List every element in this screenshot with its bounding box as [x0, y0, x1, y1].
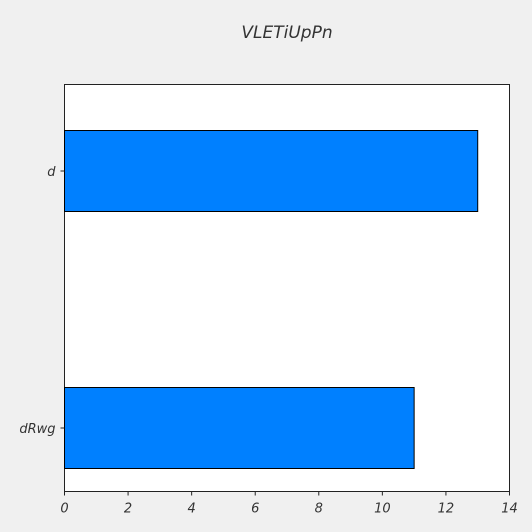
bar-d: [64, 130, 479, 212]
category-label: d: [47, 165, 56, 180]
x-tick-label: 2: [124, 502, 132, 517]
chart-title: VLETiUpPn: [241, 23, 332, 43]
category-labels: d dRwg: [19, 165, 65, 437]
x-tick-label: 12: [438, 502, 455, 517]
x-axis-ticks: 0 2 4 6 8 10 12 14: [60, 491, 518, 517]
x-tick-label: 14: [501, 502, 518, 517]
category-label: dRwg: [19, 422, 55, 437]
bar-dRwg: [64, 387, 415, 469]
x-tick-label: 4: [188, 502, 196, 517]
bars: [64, 130, 479, 469]
x-tick-label: 8: [315, 502, 323, 517]
x-tick-label: 6: [251, 502, 259, 517]
x-tick-label: 10: [374, 502, 391, 517]
x-tick-label: 0: [60, 502, 68, 517]
